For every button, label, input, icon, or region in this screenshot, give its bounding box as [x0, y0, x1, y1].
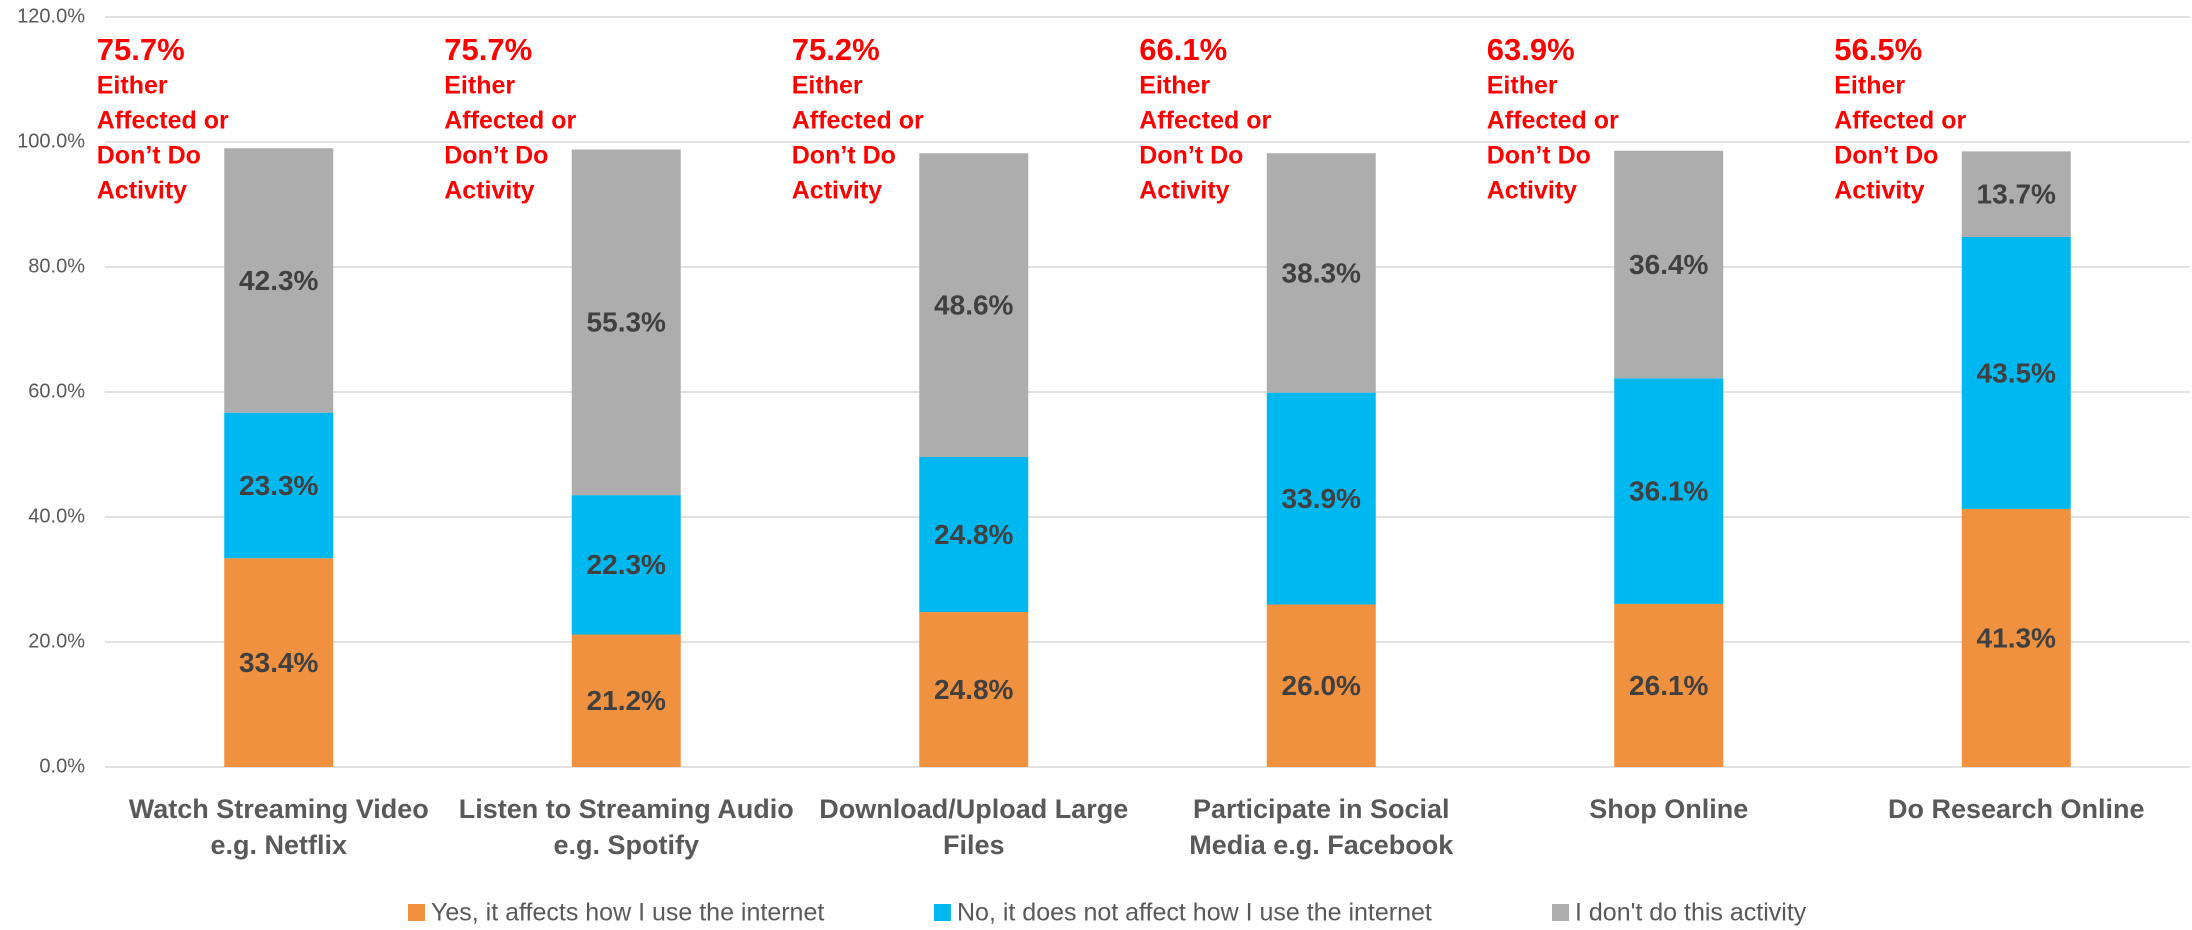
data-label: 41.3% — [1977, 622, 2056, 653]
annotation-value: 75.7% — [97, 32, 185, 67]
y-tick-label: 20.0% — [28, 630, 85, 652]
annotation-text: Affected or — [97, 107, 229, 135]
annotation-text: Activity — [1487, 177, 1577, 205]
data-label: 13.7% — [1977, 179, 2056, 210]
annotation-text: Don’t Do — [97, 142, 201, 170]
x-tick-label: Files — [943, 830, 1005, 860]
legend-swatch — [934, 904, 951, 921]
annotation-text: Activity — [97, 177, 187, 205]
annotation-text: Either — [97, 72, 168, 100]
data-label: 42.3% — [239, 265, 318, 296]
data-label: 33.9% — [1282, 483, 1361, 514]
y-tick-label: 100.0% — [17, 130, 85, 152]
annotation-text: Don’t Do — [1834, 142, 1938, 170]
data-label: 36.4% — [1629, 249, 1708, 280]
annotation-text: Affected or — [444, 107, 576, 135]
annotation-text: Either — [1834, 72, 1905, 100]
legend-label: Yes, it affects how I use the internet — [431, 899, 824, 927]
y-tick-label: 0.0% — [39, 755, 85, 777]
data-label: 48.6% — [934, 290, 1013, 321]
data-label: 55.3% — [587, 307, 666, 338]
annotation-text: Don’t Do — [792, 142, 896, 170]
x-tick-label: Participate in Social — [1193, 794, 1450, 824]
x-tick-label: Shop Online — [1589, 794, 1748, 824]
annotation-text: Don’t Do — [444, 142, 548, 170]
annotation-text: Don’t Do — [1139, 142, 1243, 170]
chart: 0.0% 20.0% 40.0% 60.0% 80.0% 100.0% 120.0% 33.4… — [0, 0, 2192, 930]
annotation-text: Affected or — [1487, 107, 1619, 135]
x-tick-label: e.g. Netflix — [210, 830, 347, 860]
data-label: 26.1% — [1629, 670, 1708, 701]
x-tick-label: e.g. Spotify — [553, 830, 699, 860]
data-label: 23.3% — [239, 470, 318, 501]
y-tick-label: 40.0% — [28, 505, 85, 527]
data-label: 26.0% — [1282, 670, 1361, 701]
annotation-text: Affected or — [1834, 107, 1966, 135]
annotation-value: 75.2% — [792, 32, 880, 67]
y-tick-label: 120.0% — [17, 5, 85, 27]
annotation-text: Affected or — [792, 107, 924, 135]
annotation-value: 66.1% — [1139, 32, 1227, 67]
data-label: 38.3% — [1282, 257, 1361, 288]
x-tick-label: Listen to Streaming Audio — [459, 794, 794, 824]
annotation-text: Affected or — [1139, 107, 1271, 135]
y-tick-label: 80.0% — [28, 255, 85, 277]
annotation-value: 56.5% — [1834, 32, 1922, 67]
x-tick-label: Watch Streaming Video — [129, 794, 429, 824]
data-label: 22.3% — [587, 549, 666, 580]
legend-swatch — [408, 904, 425, 921]
x-tick-label: Download/Upload Large — [819, 794, 1128, 824]
data-label: 24.8% — [934, 674, 1013, 705]
annotation-text: Either — [444, 72, 515, 100]
data-label: 24.8% — [934, 519, 1013, 550]
annotation-text: Activity — [1139, 177, 1229, 205]
annotation-value: 75.7% — [444, 32, 532, 67]
annotation-text: Activity — [792, 177, 882, 205]
y-tick-label: 60.0% — [28, 380, 85, 402]
annotation-value: 63.9% — [1487, 32, 1575, 67]
data-label: 36.1% — [1629, 475, 1708, 506]
legend-label: No, it does not affect how I use the int… — [957, 899, 1432, 927]
x-tick-label: Do Research Online — [1888, 794, 2145, 824]
data-label: 33.4% — [239, 647, 318, 678]
annotation-text: Activity — [1834, 177, 1924, 205]
annotation-text: Either — [1139, 72, 1210, 100]
annotation-text: Activity — [444, 177, 534, 205]
legend-swatch — [1552, 904, 1569, 921]
annotation-text: Don’t Do — [1487, 142, 1591, 170]
annotation-text: Either — [1487, 72, 1558, 100]
data-label: 21.2% — [587, 685, 666, 716]
annotation-text: Either — [792, 72, 863, 100]
data-label: 43.5% — [1977, 357, 2056, 388]
legend-label: I don't do this activity — [1575, 899, 1807, 927]
x-tick-label: Media e.g. Facebook — [1189, 830, 1454, 860]
